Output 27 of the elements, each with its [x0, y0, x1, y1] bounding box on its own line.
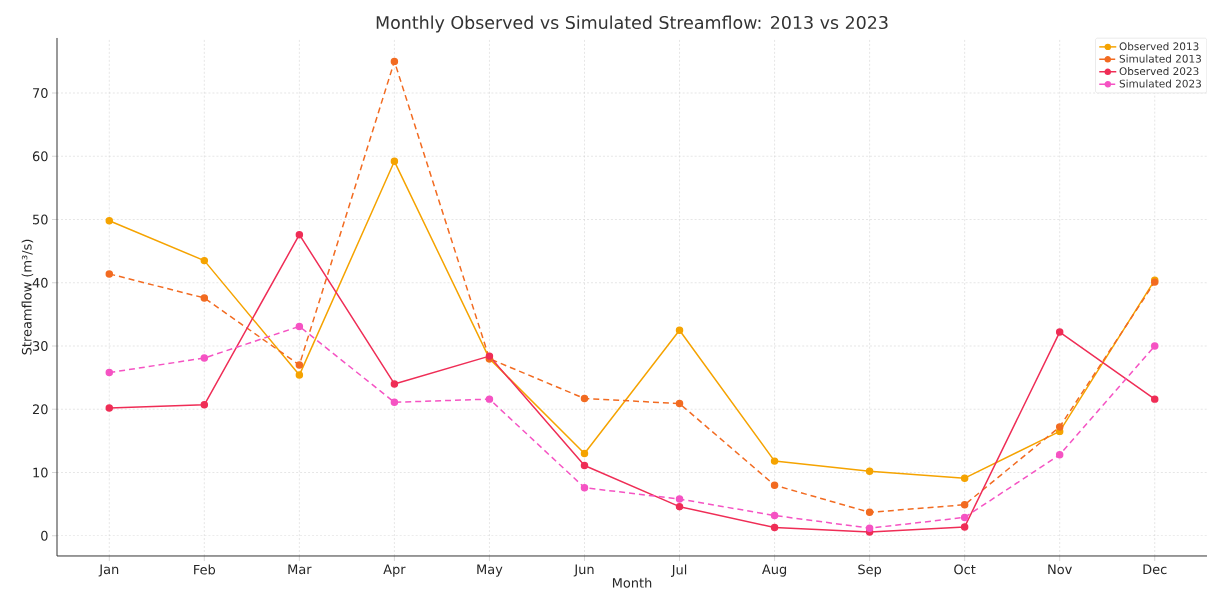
- x-tick-label: Nov: [1048, 564, 1072, 575]
- legend-label: Simulated 2013: [1119, 54, 1201, 63]
- x-tick-label: Oct: [954, 564, 976, 575]
- y-tick-label: 60: [32, 151, 48, 162]
- legend-label: Observed 2023: [1119, 67, 1199, 76]
- y-tick-label: 10: [33, 467, 48, 478]
- y-tick-label: 30: [32, 341, 48, 351]
- y-tick-label: 40: [32, 277, 48, 288]
- x-tick-label: Feb: [194, 564, 216, 575]
- y-axis-title: Streamflow (m³/s): [21, 239, 34, 355]
- x-tick-label: May: [477, 564, 503, 577]
- x-tick-label: Jun: [573, 564, 594, 577]
- chart-title: Monthly Observed vs Simulated Streamflow: 2013 vs 2023: [376, 15, 888, 33]
- y-tick-label: 0: [41, 530, 48, 541]
- x-tick-label: Sep: [858, 564, 882, 577]
- x-axis-title: Month: [612, 577, 652, 588]
- y-tick-label: 70: [33, 88, 48, 98]
- x-tick-label: Jul: [671, 564, 687, 577]
- y-tick-label: 50: [33, 214, 48, 225]
- x-tick-label: Apr: [383, 564, 406, 577]
- x-tick-label: Dec: [1143, 564, 1167, 575]
- x-tick-label: Mar: [288, 564, 312, 575]
- x-tick-label: Aug: [762, 564, 787, 577]
- y-tick-label: 20: [32, 404, 48, 415]
- legend-label: Observed 2013: [1119, 42, 1199, 51]
- x-tick-label: Jan: [98, 564, 119, 577]
- legend-label: Simulated 2023: [1119, 79, 1201, 88]
